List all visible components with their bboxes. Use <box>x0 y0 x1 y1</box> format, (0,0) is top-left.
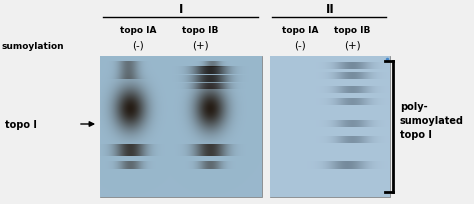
Text: topo IB: topo IB <box>182 26 218 35</box>
Text: topo I: topo I <box>5 119 37 129</box>
Bar <box>100 57 262 197</box>
Text: (+): (+) <box>191 41 208 51</box>
Text: (-): (-) <box>294 41 306 51</box>
Text: (-): (-) <box>132 41 144 51</box>
Text: sumoylation: sumoylation <box>2 42 64 51</box>
Text: topo IA: topo IA <box>282 26 318 35</box>
Bar <box>270 57 390 197</box>
Text: topo I: topo I <box>400 129 432 139</box>
Text: topo IB: topo IB <box>334 26 370 35</box>
Text: topo IA: topo IA <box>120 26 156 35</box>
Text: (+): (+) <box>344 41 360 51</box>
Text: I: I <box>179 3 183 16</box>
Text: II: II <box>326 3 334 16</box>
Text: sumoylated: sumoylated <box>400 115 464 125</box>
Text: poly-: poly- <box>400 102 428 111</box>
